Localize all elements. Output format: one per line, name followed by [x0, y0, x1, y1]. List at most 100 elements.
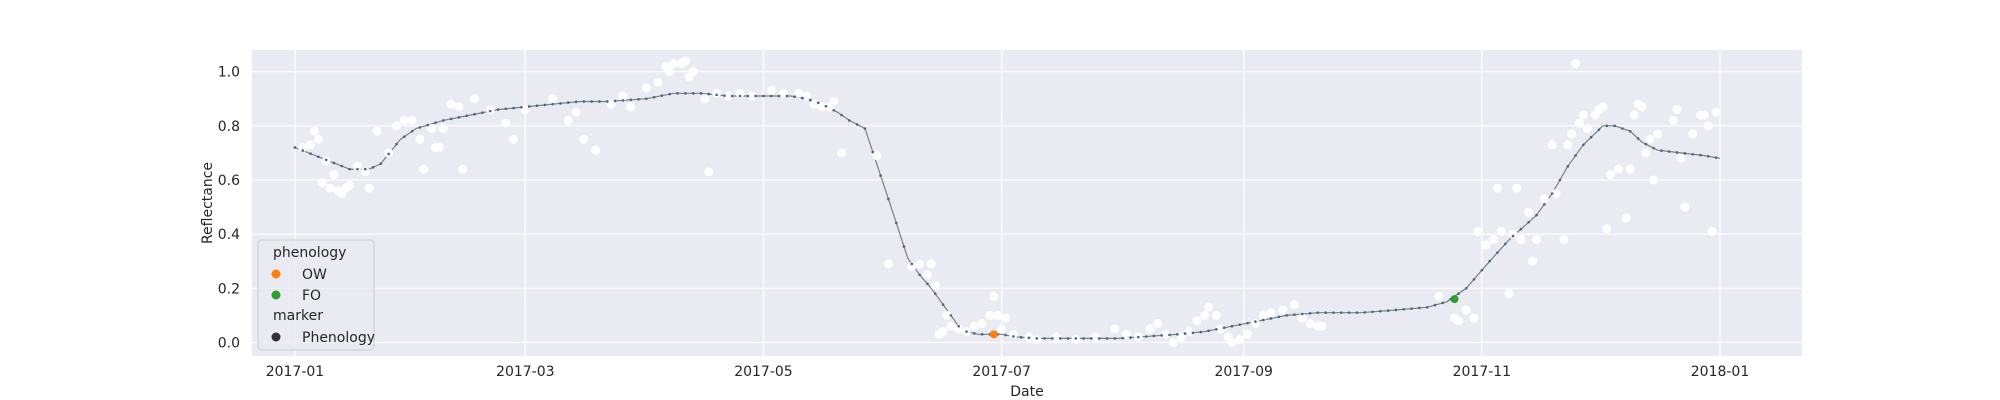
legend-title-phenology: phenology — [273, 245, 346, 261]
observation-point — [954, 324, 964, 334]
observation-point — [1504, 289, 1514, 299]
fitted-point — [449, 117, 453, 121]
fitted-point — [363, 167, 367, 171]
fitted-point — [746, 94, 750, 98]
observation-point — [969, 321, 979, 331]
observation-point — [680, 56, 690, 66]
fitted-point — [1097, 337, 1101, 340]
observation-point — [1574, 118, 1584, 128]
observation-point — [391, 121, 401, 131]
observation-point — [1680, 202, 1690, 212]
y-tick-label: 0.2 — [218, 281, 240, 297]
fitted-point — [730, 94, 734, 98]
observation-point — [1489, 235, 1499, 245]
observation-point — [626, 102, 636, 112]
observation-point — [1243, 329, 1253, 339]
fitted-point — [902, 245, 906, 248]
fitted-point — [887, 197, 890, 201]
fitted-point — [1589, 135, 1593, 139]
observation-point — [1266, 308, 1276, 318]
fitted-point — [410, 129, 414, 133]
observation-point — [399, 115, 409, 125]
observation-point — [1492, 183, 1502, 193]
observation-point — [1559, 235, 1569, 245]
fit-points-layer — [293, 92, 1718, 340]
fitted-point — [769, 94, 773, 98]
fitted-point — [1051, 337, 1054, 340]
fitted-point — [1160, 334, 1163, 337]
observation-point — [794, 88, 804, 98]
fitted-point — [1324, 311, 1327, 314]
observation-point — [1215, 324, 1225, 334]
observation-point — [1289, 300, 1299, 310]
observation-point — [1317, 321, 1327, 331]
fitted-point — [1019, 336, 1023, 339]
grid — [252, 50, 1802, 356]
observation-point — [1071, 335, 1081, 345]
fitted-point — [1566, 165, 1570, 168]
observation-point — [723, 91, 733, 101]
observation-point — [997, 324, 1007, 334]
y-axis-ticks: 0.0 0.2 0.4 0.6 0.8 1.0 — [218, 65, 240, 352]
observation-point — [1637, 102, 1647, 112]
fitted-point — [1394, 308, 1398, 312]
fitted-point — [918, 273, 921, 277]
fitted-point — [855, 123, 859, 126]
legend-marker-ow — [271, 269, 281, 279]
fitted-point — [1433, 303, 1437, 307]
observation-points — [298, 56, 1721, 347]
observation-point — [1613, 164, 1623, 174]
observation-point — [298, 142, 308, 152]
fitted-point — [1652, 146, 1655, 150]
fitted-point — [1308, 312, 1312, 315]
fitted-point — [582, 100, 586, 103]
observation-point — [1200, 310, 1210, 320]
observation-point — [501, 118, 511, 128]
observation-point — [1547, 140, 1557, 150]
fitted-point — [684, 92, 687, 95]
observation-point — [1227, 337, 1237, 347]
fitted-point — [1261, 318, 1265, 322]
observation-point — [360, 167, 370, 177]
observation-point — [712, 88, 722, 98]
observation-point — [606, 99, 616, 109]
fitted-point — [1043, 337, 1046, 340]
fitted-point — [1574, 154, 1577, 157]
fitted-point — [301, 149, 305, 152]
fitted-point — [1347, 311, 1351, 314]
fitted-point — [387, 152, 390, 156]
fitted-point — [418, 126, 422, 129]
observation-point — [809, 99, 819, 109]
observation-point — [1672, 105, 1682, 115]
observation-point — [1297, 313, 1307, 323]
fitted-point — [1027, 336, 1031, 340]
fitted-point — [840, 113, 843, 117]
observation-point — [1176, 332, 1186, 342]
observation-point — [1184, 327, 1194, 337]
observation-point — [427, 124, 437, 134]
observation-point — [618, 91, 628, 101]
fitted-point — [1004, 333, 1007, 337]
observation-point — [1711, 107, 1721, 117]
y-tick-label: 0.4 — [218, 227, 240, 243]
fitted-point — [1605, 124, 1609, 128]
observation-point — [352, 161, 362, 171]
fitted-point — [1090, 337, 1093, 340]
observation-point — [1707, 226, 1717, 236]
fitted-point — [512, 106, 515, 110]
observation-point — [977, 319, 987, 329]
observation-point — [1278, 305, 1288, 315]
fitted-point — [527, 105, 531, 108]
observation-point — [1668, 115, 1678, 125]
observation-point — [446, 99, 456, 109]
fitted-point — [801, 96, 804, 100]
observation-point — [1653, 129, 1663, 139]
fitted-point — [809, 98, 812, 102]
fitted-point — [566, 101, 570, 104]
observation-point — [1571, 59, 1581, 69]
fitted-point — [1199, 330, 1203, 334]
observation-point — [1235, 335, 1245, 345]
observation-point — [485, 105, 495, 115]
observation-point — [1676, 153, 1686, 163]
fitted-point — [910, 262, 914, 266]
